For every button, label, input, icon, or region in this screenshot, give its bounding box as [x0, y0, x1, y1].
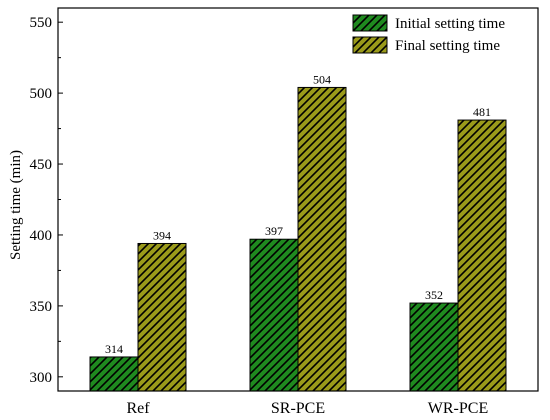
bar-ref-1: [137, 242, 187, 392]
value-label-wr-pce-1: 481: [473, 105, 491, 119]
legend-label-0: Initial setting time: [395, 16, 505, 32]
bar-sr-pce-1: [297, 86, 347, 392]
y-tick-label-450: 450: [30, 157, 53, 173]
legend-swatch-1: [352, 36, 388, 54]
y-tick-label-350: 350: [30, 299, 53, 315]
y-axis-title-group: Setting time (min): [8, 150, 24, 260]
y-ticks-layer: 300 350 400 450 500 550: [30, 15, 63, 386]
legend-swatch-0: [352, 14, 388, 32]
bars-layer: [89, 86, 507, 392]
legend-label-1: Final setting time: [395, 38, 500, 54]
x-tick-label-sr-pce: SR-PCE: [271, 400, 325, 417]
bar-wr-pce-0: [409, 302, 459, 392]
value-label-wr-pce-0: 352: [425, 288, 443, 302]
value-label-ref-1: 394: [153, 228, 171, 242]
y-tick-label-500: 500: [30, 86, 53, 102]
x-ticks-layer: Ref SR-PCE WR-PCE: [126, 386, 488, 417]
x-tick-label-ref: Ref: [126, 400, 150, 417]
y-tick-label-550: 550: [30, 15, 53, 31]
bar-wr-pce-1: [457, 119, 507, 392]
bar-ref-0: [89, 356, 139, 392]
value-label-sr-pce-1: 504: [313, 72, 331, 86]
x-tick-label-wr-pce: WR-PCE: [428, 400, 488, 417]
y-axis-title: Setting time (min): [8, 150, 24, 260]
bar-sr-pce-0: [249, 238, 299, 392]
legend: Initial setting time Final setting time: [352, 14, 505, 54]
value-label-ref-0: 314: [105, 342, 123, 356]
y-tick-label-400: 400: [30, 228, 53, 244]
value-labels-layer: 314 394 397 504 352 481: [105, 72, 491, 356]
value-label-sr-pce-0: 397: [265, 224, 283, 238]
y-tick-label-300: 300: [30, 370, 53, 386]
